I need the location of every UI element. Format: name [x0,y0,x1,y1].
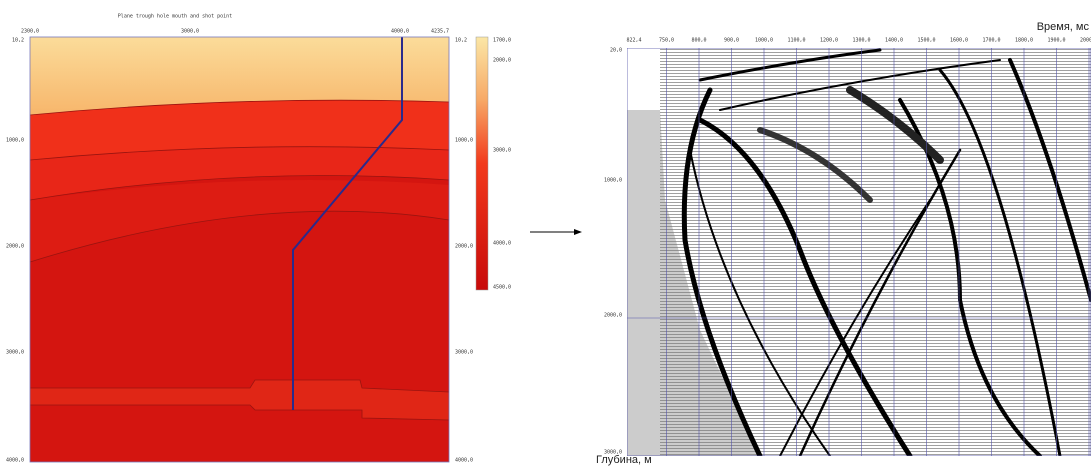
velocity-model [29,36,489,463]
colorbar-label: 1700,0 [493,38,511,44]
top-label: 4000,0 [391,29,409,35]
top-label: 750,0 [659,38,674,44]
top-label: 1900,0 [1047,38,1065,44]
top-label: 1500,0 [917,38,935,44]
top-label: 2300,0 [21,29,39,35]
left-label: 1000,0 [604,178,622,184]
top-label: 1000,0 [755,38,773,44]
seismogram [627,48,1091,456]
top-label: 800,0 [691,38,706,44]
colorbar-label: 3000,0 [493,148,511,154]
left-label: 10,2 [12,38,24,44]
right-label: 4000,0 [455,458,473,464]
top-label: 1700,0 [982,38,1000,44]
top-label: 1800,0 [1015,38,1033,44]
arrow [530,229,582,235]
right-label: 10,2 [455,38,467,44]
top-label: 1100,0 [787,38,805,44]
top-label: 4235,7 [431,29,449,35]
top-label: 822,4 [626,38,641,44]
colorbar-label: 2000,0 [493,58,511,64]
left-label: 3000,0 [6,350,24,356]
axis-title: Время, мс [1037,21,1090,33]
left-label: 1000,0 [6,138,24,144]
left-label: 20,0 [610,48,622,54]
right-label: 2000,0 [455,244,473,250]
right-label: 1000,0 [455,138,473,144]
top-label: 3000,0 [181,29,199,35]
left-label: 2000,0 [604,313,622,319]
right-label: 3000,0 [455,350,473,356]
colorbar-label: 4000,0 [493,241,511,247]
top-label: 900,0 [724,38,739,44]
top-label: 1400,0 [885,38,903,44]
left-label: 2000,0 [6,244,24,250]
axis-title: Глубина, м [596,454,652,466]
colorbar-label: 4500,0 [493,285,511,291]
left-label: 3000,0 [604,450,622,456]
left-label: 4000,0 [6,458,24,464]
top-label: 1600,0 [950,38,968,44]
plot-title: Plane trough hole mouth and shot point [118,14,232,20]
top-label: 2000,0 [1080,38,1091,44]
top-label: 1300,0 [852,38,870,44]
top-label: 1200,0 [820,38,838,44]
